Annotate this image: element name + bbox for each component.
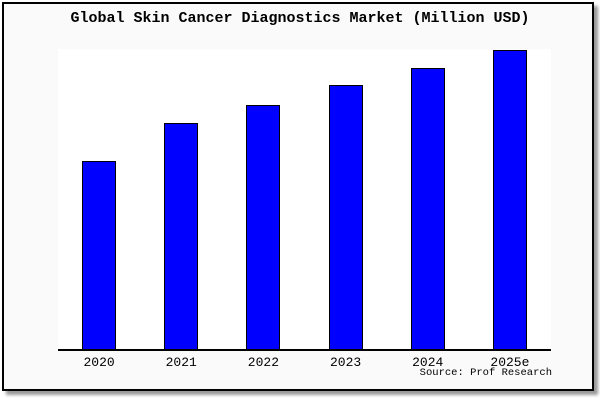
bar-2021 xyxy=(164,123,199,349)
bar-2020 xyxy=(82,160,117,349)
bar-2024 xyxy=(410,67,445,349)
plot-area xyxy=(58,49,551,351)
x-tick-label-2022: 2022 xyxy=(247,355,280,370)
x-tick-label-2021: 2021 xyxy=(165,355,197,370)
x-tick-label-2020: 2020 xyxy=(83,355,115,370)
source-credit: Source: Prof Research xyxy=(419,367,552,379)
bar-2022 xyxy=(246,104,281,349)
x-tick-label-2024: 2024 xyxy=(412,355,444,370)
chart-title: Global Skin Cancer Diagnostics Market (M… xyxy=(70,10,530,27)
bar-2023 xyxy=(328,84,363,349)
x-tick-label-2025e: 2025e xyxy=(490,355,530,370)
x-tick-label-2023: 2023 xyxy=(329,355,362,370)
bar-2025e xyxy=(492,50,527,349)
